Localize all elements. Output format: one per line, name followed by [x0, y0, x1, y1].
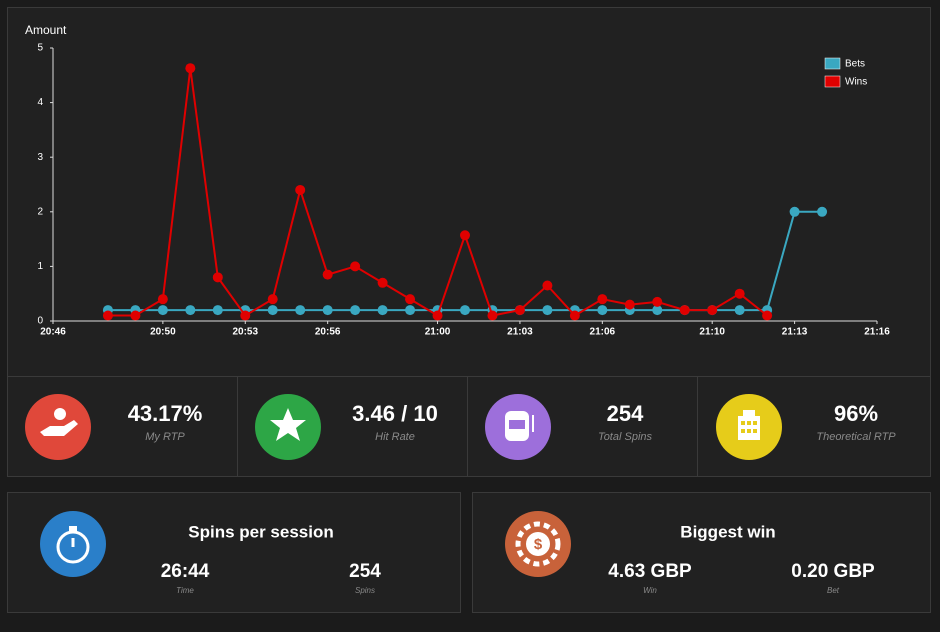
data-point — [212, 305, 223, 316]
data-point — [267, 294, 278, 305]
panel-value: 0.20 GBP — [791, 561, 875, 582]
panel-label: Bet — [827, 586, 840, 595]
data-point — [267, 305, 278, 316]
data-point — [569, 310, 580, 321]
panel-value: 4.63 GBP — [608, 561, 692, 582]
data-point — [460, 305, 470, 316]
x-tick-label: 21:00 — [425, 327, 451, 338]
y-tick-label: 0 — [37, 316, 43, 327]
panel-label: Spins — [355, 586, 375, 595]
data-point — [102, 310, 113, 321]
stat-label: Hit Rate — [375, 431, 415, 443]
data-point — [460, 230, 470, 241]
y-tick-label: 3 — [37, 152, 43, 163]
y-tick-label: 2 — [37, 206, 43, 217]
data-point — [817, 206, 828, 217]
data-point — [679, 305, 690, 316]
x-tick-label: 20:53 — [232, 327, 258, 338]
stat-label: Theoretical RTP — [816, 431, 896, 443]
svg-text:$: $ — [534, 536, 543, 553]
data-point — [212, 272, 223, 283]
x-tick-label: 21:03 — [507, 327, 533, 338]
data-point — [762, 310, 773, 321]
x-tick-label: 21:16 — [864, 327, 890, 338]
data-point — [542, 280, 553, 291]
data-point — [597, 305, 608, 316]
chart-panel — [7, 7, 931, 377]
legend-label: Bets — [845, 59, 865, 70]
panel-title: Biggest win — [680, 522, 775, 541]
data-point — [350, 305, 361, 316]
panel-value: 254 — [349, 561, 381, 582]
data-point — [240, 310, 251, 321]
legend-swatch — [824, 57, 841, 70]
chip-icon: $ — [505, 511, 571, 577]
panel-value: 26:44 — [161, 561, 210, 582]
plot-area: 0 1 2 3 4 5 20:46 20:50 20:53 20:56 21:00 21:03 21:0… — [37, 43, 890, 338]
data-point — [322, 269, 333, 280]
x-tick-label: 20:56 — [315, 327, 341, 338]
data-point — [405, 294, 416, 305]
data-point — [652, 305, 663, 316]
data-point — [597, 294, 608, 305]
data-point — [624, 299, 635, 310]
stats-panel — [7, 376, 931, 477]
data-point — [295, 305, 306, 316]
data-point — [185, 305, 196, 316]
data-point — [295, 184, 306, 195]
data-point — [322, 305, 333, 316]
data-point — [157, 294, 168, 305]
stopwatch-icon — [40, 511, 106, 577]
data-point — [130, 310, 141, 321]
data-point — [350, 261, 361, 272]
stat-label: Total Spins — [598, 431, 653, 443]
stat-value: 96% — [834, 401, 878, 426]
x-tick-label: 20:46 — [40, 327, 66, 338]
data-point — [377, 305, 388, 316]
data-point — [734, 305, 745, 316]
panel-title: Spins per session — [188, 522, 334, 541]
stat-value: 254 — [607, 401, 644, 426]
y-tick-label: 5 — [37, 43, 43, 54]
stat-value: 3.46 / 10 — [352, 401, 438, 426]
data-point — [734, 288, 745, 299]
y-tick-label: 1 — [37, 261, 43, 272]
panel-label: Time — [176, 586, 194, 595]
data-point — [789, 206, 800, 217]
data-point — [652, 296, 663, 307]
x-tick-label: 21:13 — [782, 327, 808, 338]
data-point — [157, 305, 168, 316]
data-point — [377, 277, 388, 288]
data-point — [707, 305, 718, 316]
y-axis-label: Amount — [25, 23, 67, 37]
data-point — [542, 305, 553, 316]
data-point — [487, 310, 498, 321]
hit-rate-icon — [255, 394, 321, 460]
data-point — [185, 63, 196, 74]
rtp-icon — [25, 394, 91, 460]
data-point — [432, 310, 443, 321]
panel-label: Win — [643, 586, 657, 595]
x-tick-label: 21:10 — [699, 327, 725, 338]
stat-label: My RTP — [145, 431, 185, 443]
data-point — [405, 305, 416, 316]
theoretical-rtp-icon — [716, 394, 782, 460]
y-tick-label: 4 — [37, 97, 43, 108]
spins-icon — [485, 394, 551, 460]
x-tick-label: 21:06 — [590, 327, 616, 338]
data-point — [514, 305, 525, 316]
stat-value: 43.17% — [128, 401, 203, 426]
x-tick-label: 20:50 — [150, 327, 176, 338]
legend-label: Wins — [845, 77, 867, 88]
legend-swatch — [824, 75, 841, 88]
